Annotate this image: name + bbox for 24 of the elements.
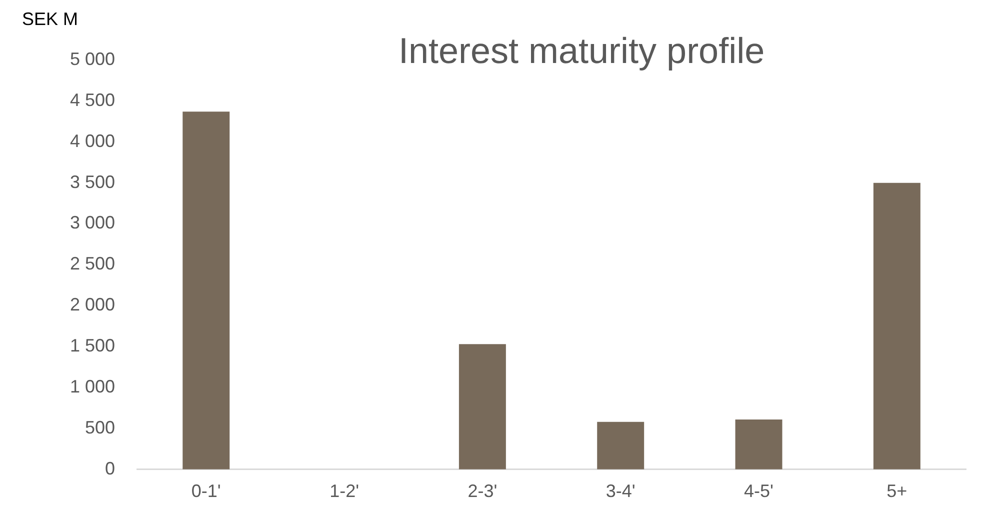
bar xyxy=(597,422,644,470)
x-tick-label: 2-3' xyxy=(468,481,498,502)
bar xyxy=(873,182,920,470)
y-tick-label: 0 xyxy=(105,458,116,478)
y-tick-label: 3 000 xyxy=(70,212,116,233)
y-tick-label: 500 xyxy=(84,417,116,438)
bar xyxy=(182,112,230,470)
x-tick-label: 0-1' xyxy=(191,481,221,502)
y-tick-label: 4 000 xyxy=(70,130,116,151)
x-tick-label: 1-2' xyxy=(330,481,360,502)
y-tick-label: 5 000 xyxy=(70,48,116,69)
y-tick-label: 4 500 xyxy=(70,90,116,110)
y-axis-title: SEK M xyxy=(22,8,78,29)
y-tick-label: 1 000 xyxy=(70,376,116,396)
y-tick-label: 1 500 xyxy=(70,336,116,356)
bar xyxy=(458,344,506,470)
y-tick-label: 2 000 xyxy=(70,294,116,315)
x-tick-label: 5+ xyxy=(886,481,908,502)
x-tick-label: 4-5' xyxy=(744,481,774,502)
y-tick-label: 3 500 xyxy=(70,172,116,192)
y-tick-label: 2 500 xyxy=(70,254,116,274)
x-tick-label: 3-4' xyxy=(606,481,636,502)
bar xyxy=(735,419,782,470)
chart-title: Interest maturity profile xyxy=(398,30,765,71)
